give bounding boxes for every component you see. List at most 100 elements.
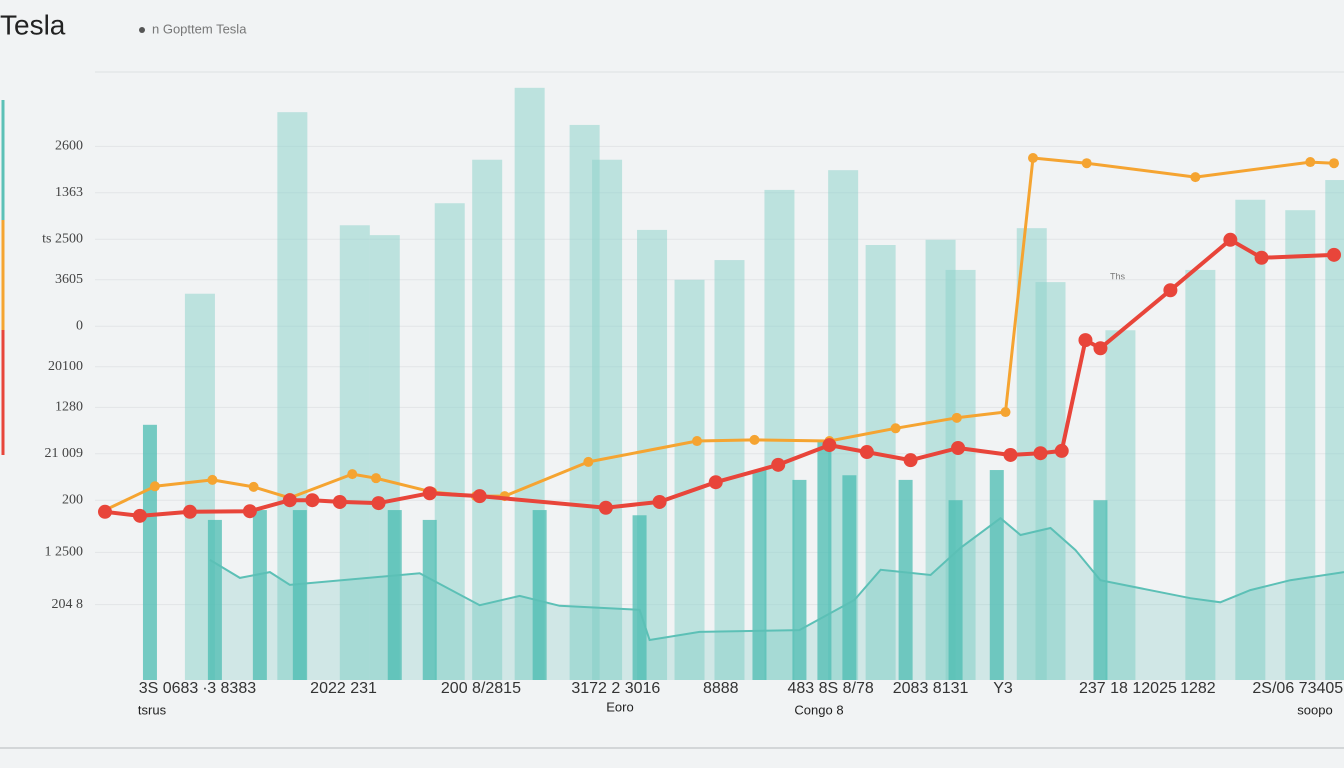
bar: [252, 510, 267, 680]
x-tick-label: 200 8/2815: [441, 680, 521, 697]
x-tick-label: 237 18 12025: [1079, 680, 1177, 697]
point: [97, 504, 112, 519]
y-tick-label: 1 2500: [45, 545, 84, 560]
point: [422, 486, 437, 501]
bar-group: [1325, 180, 1344, 681]
x-sublabel: soopo: [1297, 702, 1332, 717]
bar-group: [752, 470, 767, 680]
point: [207, 474, 218, 485]
x-tick-label: 3S 0683 ∙3 8383: [139, 680, 257, 697]
y-tick-label: 20100: [48, 359, 83, 374]
point: [749, 434, 760, 445]
y-tick-label: 200: [62, 492, 83, 507]
bar: [339, 225, 370, 680]
x-tick-label: Y3: [993, 680, 1013, 697]
point: [332, 494, 347, 509]
point: [1000, 407, 1011, 418]
bar-group: [1105, 330, 1136, 680]
x-sublabel: Eoro: [606, 699, 633, 714]
point: [771, 457, 786, 472]
point: [248, 481, 259, 492]
bar-group: [252, 510, 267, 680]
point: [951, 441, 966, 455]
x-sublabel: Congo 8: [794, 702, 843, 717]
point: [1033, 446, 1048, 461]
bar-group: [592, 159, 623, 681]
point: [1078, 333, 1093, 348]
point: [182, 504, 197, 519]
bar-group: [1235, 199, 1266, 680]
bar: [472, 159, 503, 681]
chart-subtitle: n Gopttem Tesla: [152, 21, 247, 36]
bar-group: [842, 475, 857, 680]
bar-group: [434, 203, 465, 681]
area: [209, 518, 1344, 680]
y-tick-label: 2600: [55, 139, 83, 154]
x-tick-label: 1282: [1180, 680, 1216, 697]
bar-group: [292, 510, 307, 680]
bar: [898, 479, 913, 680]
bar-group: [632, 515, 647, 680]
y-tick-label: 1280: [55, 400, 83, 415]
bar: [1285, 210, 1316, 680]
bar-group: [714, 260, 745, 680]
y-tick-label: 1363: [55, 185, 83, 200]
point: [1254, 250, 1269, 265]
bar-group: [1093, 500, 1108, 680]
y-tick-label: ts 2500: [42, 231, 83, 246]
bar-group: [472, 159, 503, 681]
bar: [592, 159, 623, 681]
bar: [817, 439, 832, 680]
icon: [139, 27, 145, 33]
bar: [948, 500, 963, 680]
point: [1081, 158, 1092, 169]
point: [242, 504, 257, 519]
bar-group: [387, 510, 402, 680]
point: [1003, 447, 1018, 462]
line: [209, 516, 1344, 642]
point: [708, 475, 723, 490]
bar: [764, 189, 795, 680]
line: [104, 156, 1335, 512]
bar-group: [898, 479, 913, 680]
bar: [1035, 282, 1066, 680]
bar: [1105, 330, 1136, 680]
point: [1190, 172, 1201, 183]
bar: [532, 510, 547, 680]
bar: [387, 510, 402, 680]
point: [1329, 158, 1340, 169]
bar: [1185, 269, 1216, 680]
point: [1163, 283, 1178, 298]
bar-group: [817, 439, 832, 680]
plot: 2600 1363 ts 2500 3605 0 20100 1280 21 009 200 1 …: [42, 87, 1344, 697]
bar-group: [948, 500, 963, 680]
bar: [422, 519, 437, 680]
y-tick-label: 0: [76, 318, 83, 333]
point: [347, 469, 358, 480]
point: [598, 500, 613, 515]
point: [652, 494, 667, 509]
point: [472, 489, 487, 504]
bar: [1093, 500, 1108, 680]
bar-group: [674, 279, 705, 680]
y-tick-label: 3605: [55, 272, 83, 287]
x-tick-label: 2022 231: [310, 680, 377, 697]
point: [371, 496, 386, 511]
point: [305, 493, 320, 508]
bar: [674, 279, 705, 680]
bar-group: [142, 424, 157, 680]
point: [282, 493, 297, 508]
point: [149, 481, 160, 492]
bar: [752, 470, 767, 680]
point: [1054, 443, 1069, 458]
point: [1327, 247, 1342, 262]
bar-group: [1185, 269, 1216, 680]
bar-group: [865, 245, 896, 680]
bar-group: [1285, 210, 1316, 680]
bar: [142, 424, 157, 680]
x-tick-label: 2083 8131: [893, 680, 969, 697]
point: [132, 508, 147, 523]
point: [859, 445, 874, 460]
bar: [842, 475, 857, 680]
